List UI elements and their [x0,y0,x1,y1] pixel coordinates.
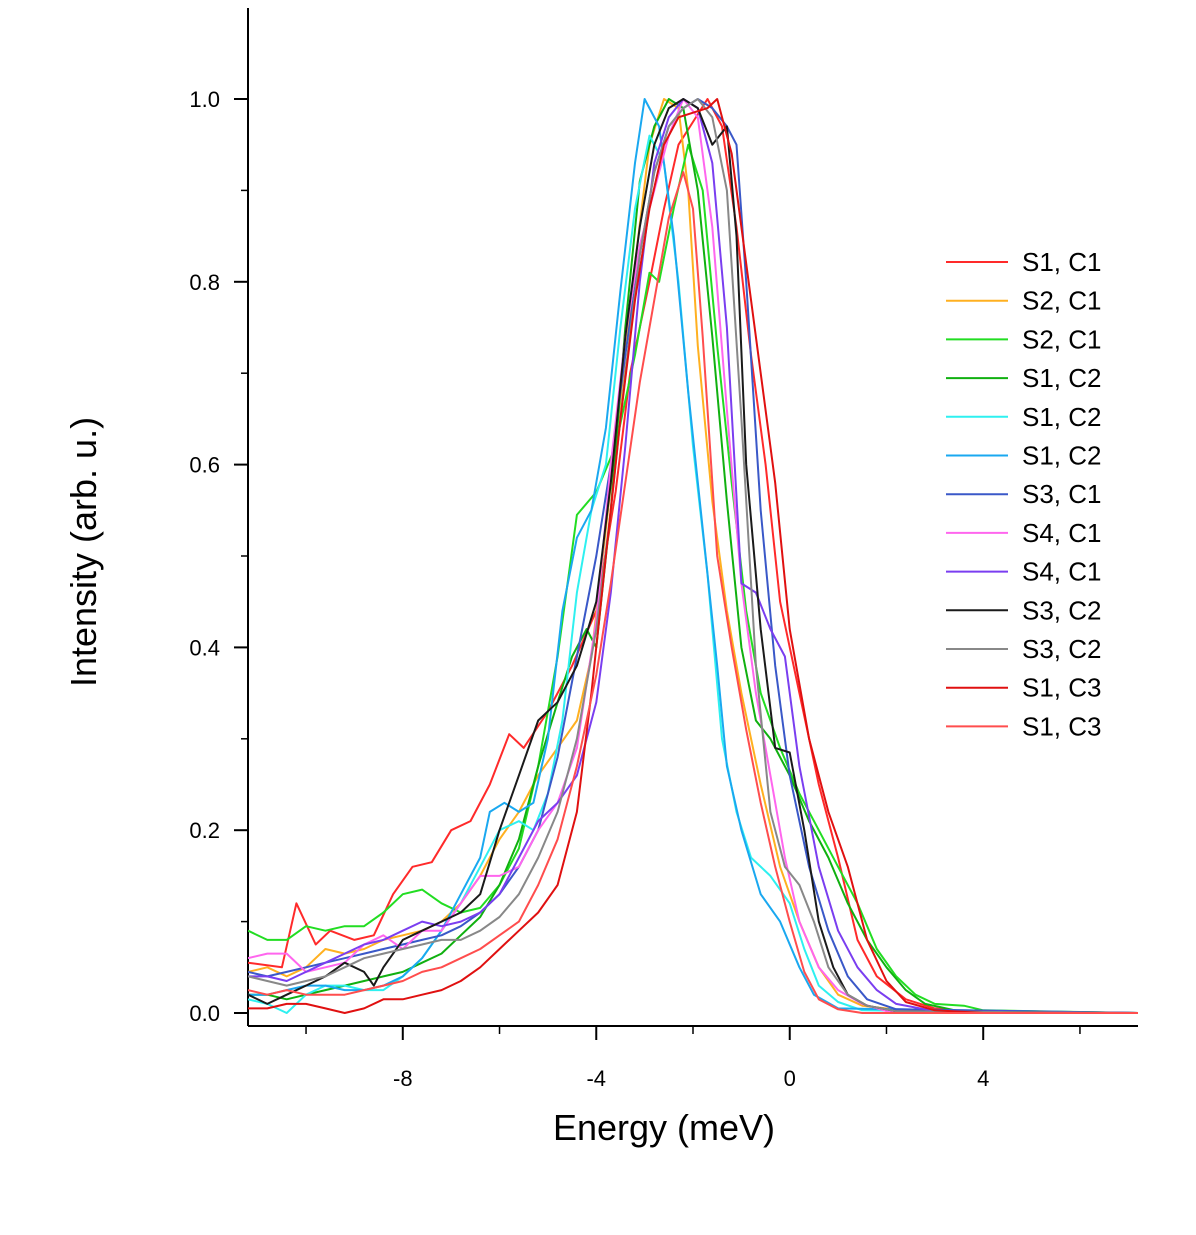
series-line-8 [248,98,1138,1014]
x-ticks: -8 -4 0 4 [305,1026,1081,1091]
legend-label: S3, C2 [1022,634,1102,664]
legend-label: S1, C1 [1022,247,1102,277]
x-tick-label: 4 [977,1066,989,1091]
series-line-10 [248,98,1138,1014]
y-tick-label: 0.2 [189,818,220,843]
legend-label: S1, C2 [1022,402,1102,432]
series-line-6 [248,98,1138,1014]
series-line-7 [248,98,1138,1014]
legend-label: S1, C3 [1022,711,1102,741]
legend-label: S4, C1 [1022,518,1102,548]
y-tick-label: 1.0 [189,87,220,112]
y-tick-label: 0.0 [189,1001,220,1026]
x-tick-label: -8 [393,1066,413,1091]
x-tick-label: 0 [784,1066,796,1091]
series-lines [248,98,1138,1014]
series-line-9 [248,98,1138,1014]
legend-label: S1, C2 [1022,441,1102,471]
legend-label: S4, C1 [1022,557,1102,587]
series-line-2 [248,98,1138,1014]
y-tick-label: 0.6 [189,453,220,478]
y-axis-title: Intensity (arb. u.) [63,417,104,687]
x-tick-label: -4 [586,1066,606,1091]
series-line-11 [248,98,1138,1014]
y-tick-label: 0.8 [189,270,220,295]
legend-label: S1, C3 [1022,673,1102,703]
legend: S1, C1 S2, C1 S2, C1 S1, C2 S1, C2 S1, C2 S3, … [946,247,1102,741]
series-line-1 [248,98,1138,1014]
series-line-13 [248,171,1138,1014]
y-ticks: 0.0 0.2 0.4 0.6 0.8 1.0 [189,87,248,1026]
legend-label: S3, C1 [1022,479,1102,509]
x-axis-title: Energy (meV) [553,1107,775,1148]
series-line-3 [248,143,1138,1014]
legend-label: S2, C1 [1022,324,1102,354]
legend-label: S3, C2 [1022,595,1102,625]
series-line-4 [248,98,1138,1014]
legend-label: S2, C1 [1022,286,1102,316]
series-line-12 [248,98,1138,1014]
y-tick-label: 0.4 [189,635,220,660]
legend-label: S1, C2 [1022,363,1102,393]
